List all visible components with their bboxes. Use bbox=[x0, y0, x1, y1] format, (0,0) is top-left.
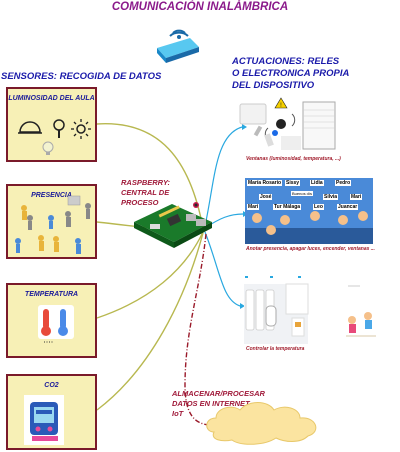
sensor-presencia: PRESENCIA bbox=[6, 184, 97, 259]
svg-text:!: ! bbox=[280, 103, 282, 109]
actuator-caption: Controlar la temperatura bbox=[246, 346, 305, 352]
connector-ventanas bbox=[204, 126, 243, 227]
sensor-temperatura: TEMPERATURA bbox=[6, 283, 97, 358]
connector-temperatura bbox=[96, 231, 204, 319]
nameplate: Lidia bbox=[310, 180, 324, 186]
sensors-header: SENSORES: RECOGIDA DE DATOS bbox=[1, 71, 162, 82]
presence-people-icon bbox=[15, 195, 91, 254]
connector-temperatura-actuator bbox=[204, 231, 241, 307]
actuator-presencia-image: María Rosario Sissy Lidia Pedro José Bue… bbox=[245, 178, 373, 244]
sensor-luminosidad: LUMINOSIDAD DEL AULA bbox=[6, 87, 97, 162]
classroom-cartoon-icon bbox=[245, 178, 373, 244]
nameplate: Mari bbox=[247, 204, 260, 210]
raspberry-label: RASPBERRY: CENTRAL DE PROCESO bbox=[121, 178, 170, 208]
iot-label-line: ALMACENAR/PROCESAR bbox=[172, 389, 265, 398]
co2-meter-icon bbox=[24, 395, 64, 445]
nameplate: Sissy bbox=[285, 180, 301, 186]
nameplate: Leo bbox=[313, 204, 324, 210]
iot-label-line: IoT bbox=[172, 409, 184, 418]
actuators-header-line: O ELECTRONICA PROPIA bbox=[232, 68, 350, 79]
actuators-header: ACTUACIONES: RELES O ELECTRONICA PROPIA … bbox=[232, 56, 392, 92]
raspberry-label-line: CENTRAL DE bbox=[121, 188, 170, 197]
sensor-label: PRESENCIA bbox=[31, 192, 72, 199]
actuators-header-line: ACTUACIONES: RELES bbox=[232, 56, 340, 67]
light-sensors-icon bbox=[18, 119, 91, 155]
thermometer-icon bbox=[38, 305, 74, 343]
nameplate: María Rosario bbox=[247, 180, 283, 186]
iot-label: ALMACENAR/PROCESAR DATOS EN INTERNET IoT bbox=[172, 389, 282, 419]
actuators-header-line: DEL DISPOSITIVO bbox=[232, 80, 315, 91]
page-title: COMUNICACIÓN INALÁMBRICA bbox=[111, 1, 289, 13]
connector-co2 bbox=[96, 232, 204, 411]
nameplate: Silvia bbox=[323, 194, 339, 200]
nameplate: Mari bbox=[350, 194, 363, 200]
connector-iot bbox=[184, 233, 213, 426]
nameplate: Buenos dís bbox=[291, 191, 314, 196]
sensor-label: CO2 bbox=[44, 382, 59, 389]
actuator-caption: Anotar presencia, apagar luces, encender… bbox=[246, 246, 375, 252]
raspberry-label-line: PROCESO bbox=[121, 198, 159, 207]
sensor-label: TEMPERATURA bbox=[24, 291, 79, 298]
nameplate: Juancar bbox=[337, 204, 359, 210]
nameplate: Pedro bbox=[335, 180, 352, 186]
sensor-label: LUMINOSIDAD DEL AULA bbox=[8, 95, 95, 102]
nameplate: José bbox=[259, 194, 273, 200]
iot-label-line: DATOS EN INTERNET bbox=[172, 399, 250, 408]
raspberry-label-line: RASPBERRY: bbox=[121, 178, 171, 187]
actuator-caption: Ventanas (luminosidad, temperatura, ...) bbox=[246, 156, 341, 162]
nameplate: Tur Málaga bbox=[273, 204, 302, 210]
sensor-co2: CO2 bbox=[6, 374, 97, 450]
